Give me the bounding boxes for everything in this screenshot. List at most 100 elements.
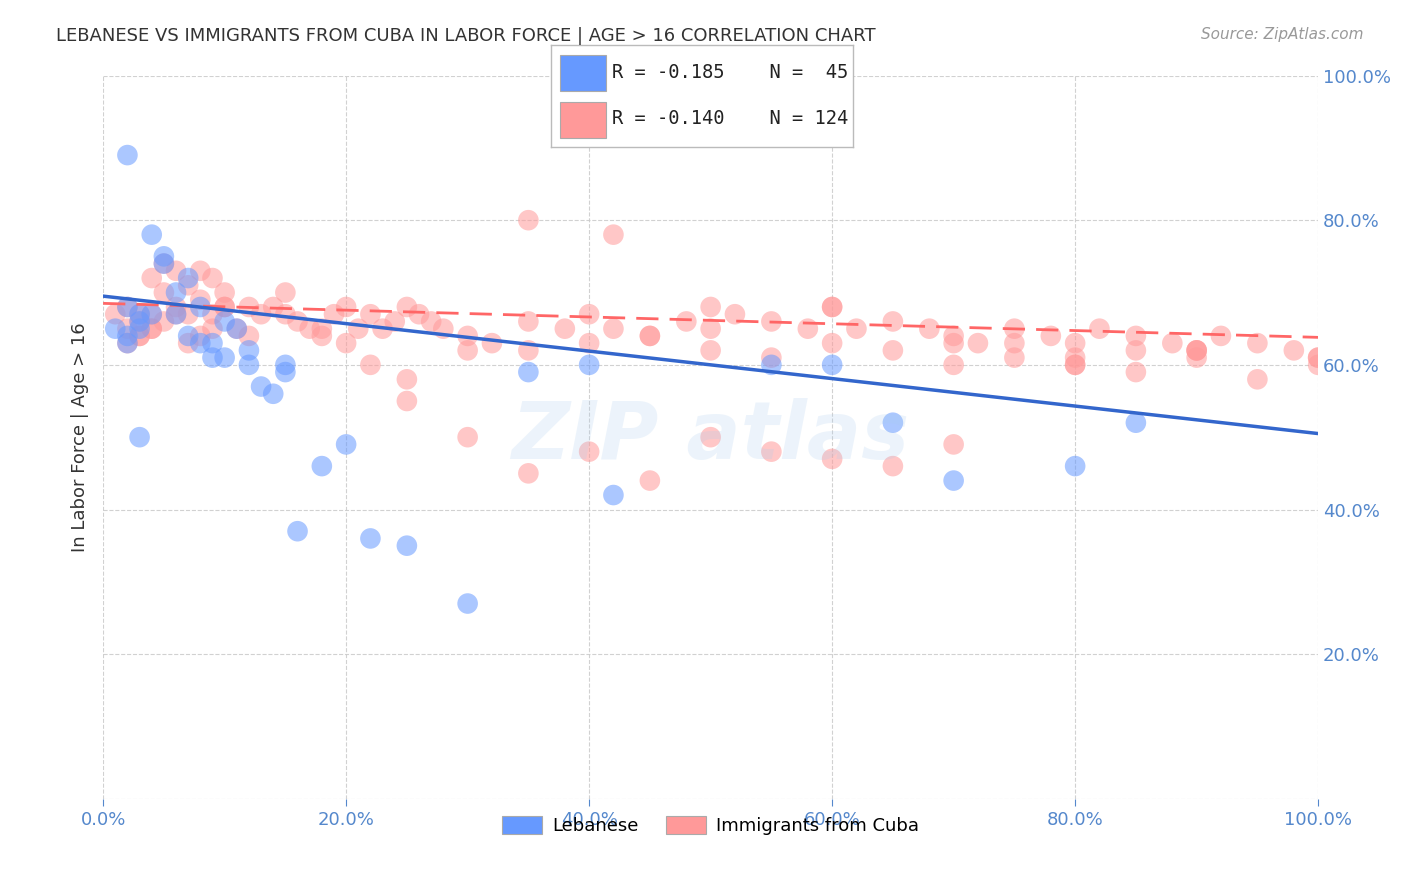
Point [104, 321, 127, 335]
Point [1308, 351, 1330, 365]
Point [517, 314, 540, 328]
Point [517, 213, 540, 227]
Point [602, 321, 624, 335]
Point [675, 314, 697, 328]
Point [177, 336, 200, 351]
Point [942, 358, 965, 372]
Point [311, 321, 333, 335]
Point [188, 300, 211, 314]
Point [761, 314, 783, 328]
Point [821, 451, 844, 466]
Point [699, 300, 721, 314]
Point [1064, 358, 1087, 372]
Point [761, 358, 783, 372]
Point [1064, 351, 1087, 365]
Point [274, 358, 297, 372]
Point [724, 307, 747, 321]
Point [201, 307, 224, 321]
Text: R = -0.140    N = 124: R = -0.140 N = 124 [612, 110, 848, 128]
Point [1185, 343, 1208, 358]
Point [821, 300, 844, 314]
Point [117, 148, 139, 162]
Point [1125, 343, 1147, 358]
Point [821, 358, 844, 372]
Point [761, 351, 783, 365]
Point [384, 314, 406, 328]
Point [141, 321, 163, 335]
Point [165, 307, 187, 321]
Point [177, 329, 200, 343]
Point [602, 488, 624, 502]
Point [214, 300, 236, 314]
Point [578, 358, 600, 372]
Point [481, 336, 503, 351]
Point [117, 336, 139, 351]
Point [250, 379, 273, 393]
Point [128, 329, 150, 343]
Point [578, 307, 600, 321]
Point [335, 437, 357, 451]
Point [1185, 351, 1208, 365]
Point [214, 351, 236, 365]
Point [845, 321, 868, 335]
Point [942, 336, 965, 351]
Point [821, 336, 844, 351]
Point [128, 314, 150, 328]
Point [141, 271, 163, 285]
Point [153, 256, 176, 270]
Point [1064, 358, 1087, 372]
Point [1308, 358, 1330, 372]
Point [287, 314, 309, 328]
Point [1125, 365, 1147, 379]
Point [942, 474, 965, 488]
Point [335, 300, 357, 314]
Point [395, 300, 418, 314]
Point [517, 365, 540, 379]
Point [797, 321, 820, 335]
Point [238, 343, 260, 358]
Point [942, 437, 965, 451]
Point [457, 597, 479, 611]
Point [1185, 343, 1208, 358]
Point [359, 358, 381, 372]
Point [1246, 336, 1268, 351]
Point [201, 271, 224, 285]
Y-axis label: In Labor Force | Age > 16: In Labor Force | Age > 16 [72, 322, 89, 552]
Point [225, 321, 247, 335]
Text: ZIP atlas: ZIP atlas [512, 398, 910, 476]
Point [1308, 351, 1330, 365]
Point [821, 300, 844, 314]
Text: R = -0.185    N =  45: R = -0.185 N = 45 [612, 63, 848, 82]
Point [578, 444, 600, 458]
Point [1088, 321, 1111, 335]
Point [1282, 343, 1305, 358]
Point [153, 256, 176, 270]
Point [117, 300, 139, 314]
Point [128, 307, 150, 321]
Point [967, 336, 990, 351]
Point [117, 300, 139, 314]
Point [578, 336, 600, 351]
Text: Source: ZipAtlas.com: Source: ZipAtlas.com [1201, 27, 1364, 42]
Point [201, 321, 224, 335]
Point [177, 271, 200, 285]
Point [408, 307, 430, 321]
Point [699, 343, 721, 358]
Point [761, 444, 783, 458]
Point [311, 459, 333, 474]
Point [238, 329, 260, 343]
Point [1125, 416, 1147, 430]
Point [153, 314, 176, 328]
Point [188, 336, 211, 351]
Point [250, 307, 273, 321]
Point [104, 307, 127, 321]
Point [323, 307, 346, 321]
Point [188, 264, 211, 278]
Point [298, 321, 321, 335]
Point [347, 321, 370, 335]
Point [165, 307, 187, 321]
Point [457, 430, 479, 444]
Point [141, 307, 163, 321]
Point [177, 307, 200, 321]
Legend: Lebanese, Immigrants from Cuba: Lebanese, Immigrants from Cuba [494, 806, 928, 844]
